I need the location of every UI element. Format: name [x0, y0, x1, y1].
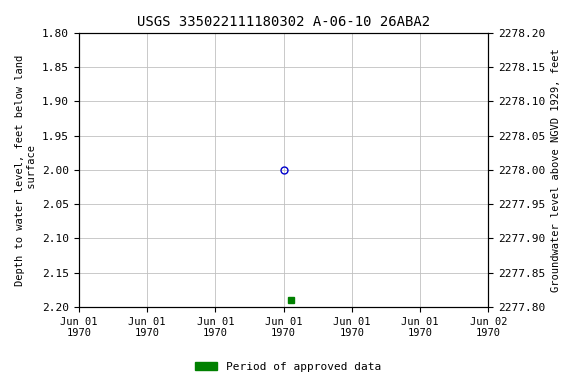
Y-axis label: Depth to water level, feet below land
 surface: Depth to water level, feet below land su… — [15, 54, 37, 286]
Legend: Period of approved data: Period of approved data — [191, 358, 385, 377]
Title: USGS 335022111180302 A-06-10 26ABA2: USGS 335022111180302 A-06-10 26ABA2 — [137, 15, 430, 29]
Y-axis label: Groundwater level above NGVD 1929, feet: Groundwater level above NGVD 1929, feet — [551, 48, 561, 292]
